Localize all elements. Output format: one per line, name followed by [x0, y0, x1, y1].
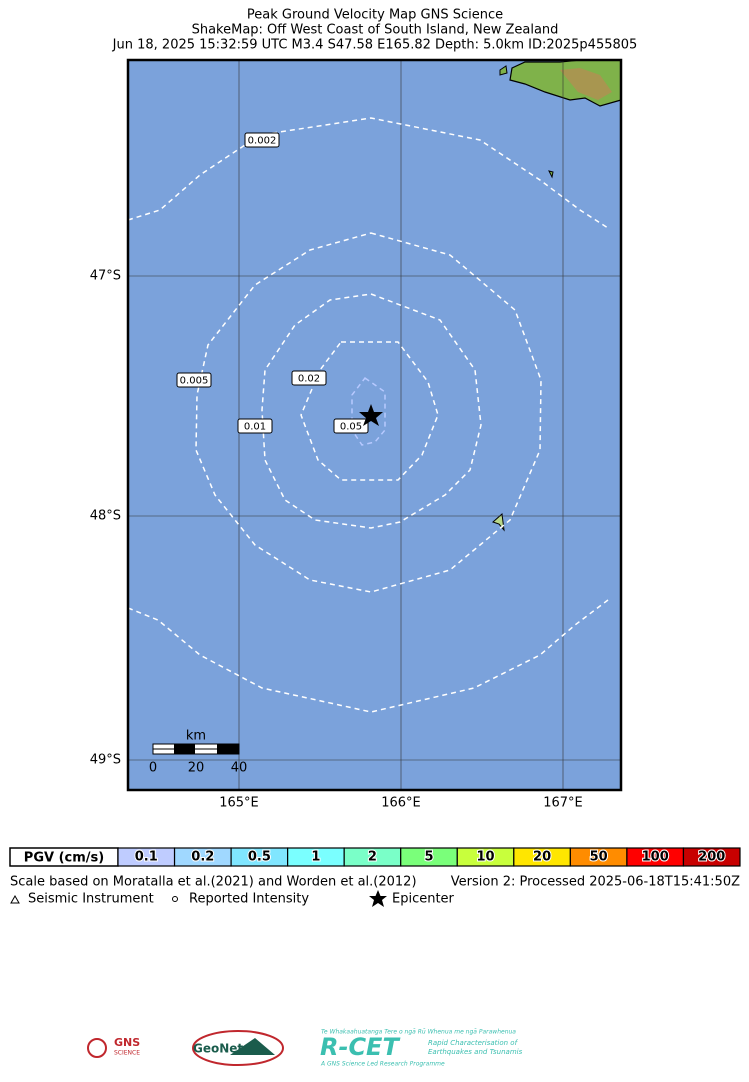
- symbol-label: Seismic Instrument: [28, 892, 154, 907]
- logos: GNS SCIENCE GeoNet Te Whakaahuatanga Ter…: [87, 1029, 523, 1068]
- terrain: [560, 68, 612, 100]
- legend-label: 200: [698, 850, 725, 865]
- gns-sub: SCIENCE: [114, 1050, 140, 1057]
- contour-label: 0.02: [298, 374, 320, 385]
- island: [548, 170, 554, 179]
- event-info: Jun 18, 2025 15:32:59 UTC M3.4 S47.58 E1…: [112, 38, 638, 53]
- island: [492, 512, 505, 532]
- version: Version 2: Processed 2025-06-18T15:41:50…: [451, 875, 740, 890]
- contour-label-box: [176, 372, 212, 388]
- legend-label: 0.1: [135, 850, 158, 865]
- lat-label: 48°S: [90, 509, 121, 524]
- symbol-label: Epicenter: [392, 892, 455, 907]
- legend-label: 5: [424, 850, 433, 865]
- ocean: [128, 60, 621, 790]
- lat-label: 49°S: [90, 753, 121, 768]
- subtitle: ShakeMap: Off West Coast of South Island…: [192, 23, 559, 38]
- contour-label-box: [244, 132, 280, 148]
- legend-swatch: [682, 847, 741, 867]
- legend-label: 100: [642, 850, 669, 865]
- rcet-foot: A GNS Science Led Research Programme: [320, 1061, 445, 1068]
- epicenter: [359, 404, 383, 426]
- instrument-symbol: [10, 894, 20, 904]
- lon-label: 165°E: [219, 796, 259, 811]
- island: [499, 65, 508, 76]
- legend-label: 20: [533, 850, 551, 865]
- intensity-symbol: [172, 896, 178, 902]
- scale-tick: 0: [149, 761, 157, 776]
- graticule: [128, 60, 621, 790]
- lon-label: 167°E: [543, 796, 583, 811]
- scale-note: Scale based on Moratalla et al.(2021) an…: [10, 875, 417, 890]
- legend-label: 50: [590, 850, 608, 865]
- pgv-legend: PGV (cm/s) 0.1 0.2 0.5 1 2 5 10 20 50 100 200: [9, 847, 741, 867]
- rcet-logo: R-CET: [320, 1033, 400, 1061]
- map-frame: [126, 58, 623, 792]
- contour-label: 0.005: [180, 376, 209, 387]
- gns-logo: GNS: [114, 1036, 140, 1049]
- legend-label: 0.5: [248, 850, 271, 865]
- geonet-logo: GeoNet: [193, 1042, 243, 1056]
- legend-title: PGV (cm/s): [24, 851, 104, 866]
- legend-label: 10: [476, 850, 494, 865]
- scale-tick: 20: [188, 761, 205, 776]
- contour-label: 0.002: [248, 136, 277, 147]
- legend-label: 2: [368, 850, 377, 865]
- contours: [127, 117, 609, 713]
- contour-label-box: [333, 418, 369, 434]
- rcet-desc: Rapid Characterisation of: [428, 1039, 519, 1047]
- scale-bar: km 0 20 40: [149, 729, 247, 776]
- contour-label: 0.01: [244, 422, 266, 433]
- legend-label: 1: [311, 850, 320, 865]
- legend-label: 0.2: [191, 850, 214, 865]
- rcet-maori: Te Whakaahuatanga Tere o ngā Rū Whenua m…: [321, 1029, 516, 1036]
- lon-label: 166°E: [381, 796, 421, 811]
- scale-unit: km: [186, 729, 206, 744]
- contour-label: 0.05: [340, 422, 362, 433]
- scale-tick: 40: [231, 761, 248, 776]
- title: Peak Ground Velocity Map GNS Science: [247, 8, 503, 23]
- lat-label: 47°S: [90, 269, 121, 284]
- map: 0.002 0.005 0.01 0.02 0.05 km 0 20 40 47°S 4…: [90, 58, 623, 811]
- epicenter-symbol: [369, 890, 387, 907]
- symbol-label: Reported Intensity: [189, 892, 309, 907]
- contour-label-box: [291, 370, 327, 386]
- rcet-desc: Earthquakes and Tsunamis: [428, 1048, 523, 1056]
- contour-label-box: [237, 418, 273, 434]
